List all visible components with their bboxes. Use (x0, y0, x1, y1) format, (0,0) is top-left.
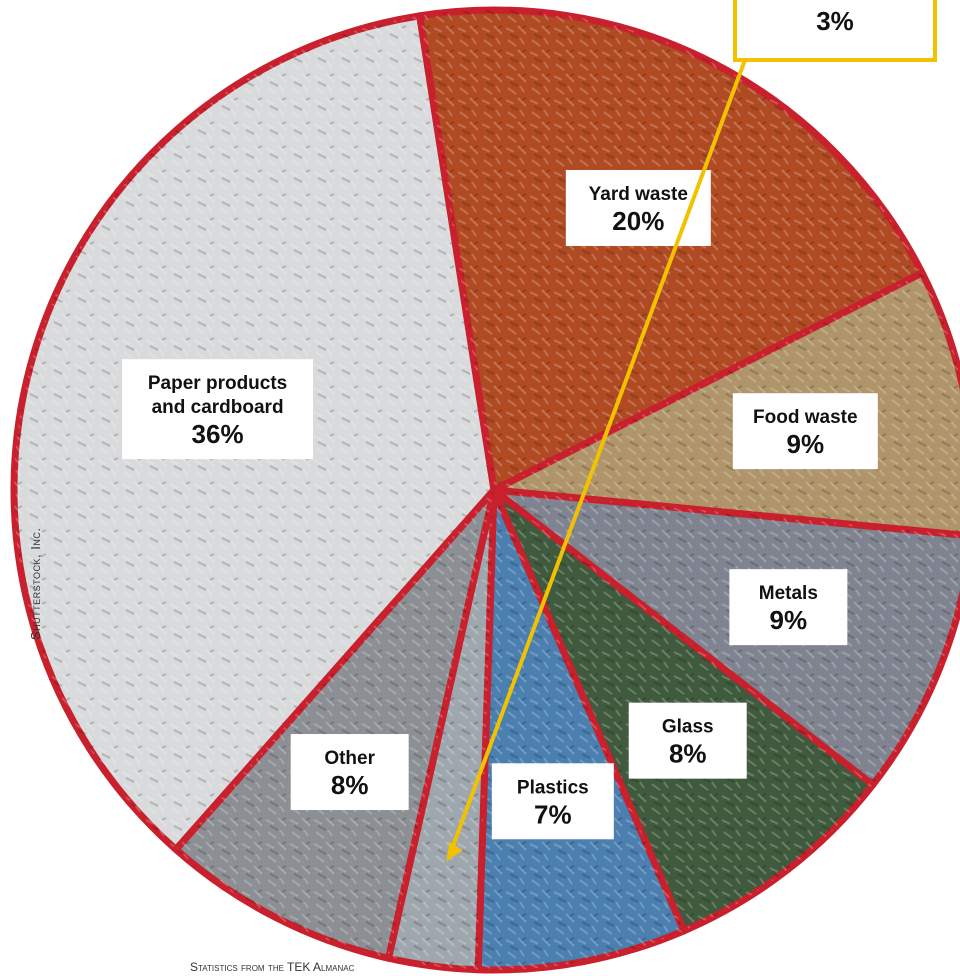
callout-arrow-head (446, 841, 463, 862)
slice-value-label: 8% (331, 770, 369, 800)
slice-label-box (290, 734, 409, 811)
slice-label-box (729, 569, 848, 646)
slice-label-name: Other (324, 748, 375, 769)
slice-label-name: Metals (759, 583, 818, 604)
pie-slice-texture (175, 490, 494, 959)
slice-value-label: 36% (192, 419, 244, 449)
slice-value-label: 7% (534, 799, 572, 829)
callout-value-label: 3% (816, 6, 854, 36)
pie-slice-texture (419, 9, 923, 490)
callout-arrow-line (450, 59, 747, 849)
slice-label-box (491, 763, 614, 840)
slice-value-label: 20% (612, 206, 664, 236)
slice-label-box (732, 393, 878, 470)
source-note: Statistics from the TEK Almanac (190, 960, 355, 974)
pie-slice-texture (494, 272, 960, 535)
slice-label-box (122, 359, 314, 460)
pie-slice-texture (494, 490, 960, 785)
slice-label-box (628, 702, 747, 779)
slice-label-name: Glass (662, 717, 714, 738)
pie-slice-texture (478, 490, 684, 970)
slice-value-label: 8% (669, 739, 707, 769)
slice-label-name: Yard waste (589, 184, 688, 205)
slice-label-name: and cardboard (152, 397, 284, 418)
slice-label-name: Plastics (517, 777, 589, 798)
slice-label-name: Food waste (753, 407, 858, 428)
slice-label-name: Paper products (148, 373, 287, 394)
slice-value-label: 9% (787, 429, 825, 459)
callout-box (733, 0, 937, 62)
photo-credit: Shutterstock, Inc. (28, 527, 43, 640)
slice-label-box (565, 169, 711, 246)
slice-value-label: 9% (770, 605, 808, 635)
